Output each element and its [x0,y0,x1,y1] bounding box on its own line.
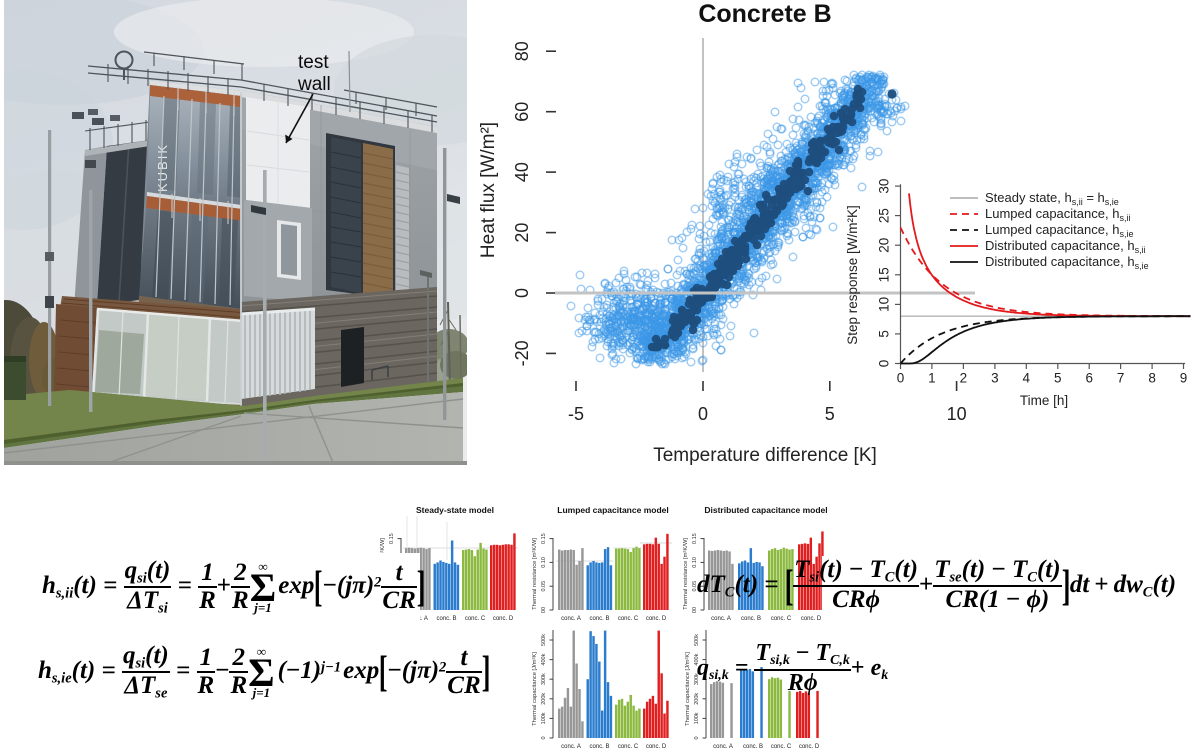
svg-text:Distributed capacitance model: Distributed capacitance model [704,505,827,515]
svg-text:80: 80 [512,41,532,61]
svg-text:100k: 100k [694,712,700,724]
svg-text:conc. C: conc. C [618,744,639,750]
svg-text:0.10: 0.10 [541,557,547,568]
svg-text:0: 0 [698,404,708,424]
svg-text:conc. B: conc. B [589,744,609,750]
svg-text:0: 0 [512,288,532,298]
svg-text:test: test [298,52,329,73]
svg-text:wall: wall [297,74,331,95]
svg-text:conc. A: conc. A [561,744,581,750]
svg-text:-5: -5 [568,404,584,424]
svg-text:conc. C: conc. C [618,616,639,622]
svg-text:Lumped capacitance model: Lumped capacitance model [557,505,668,515]
svg-text:conc. B: conc. B [743,744,763,750]
svg-text:-20: -20 [512,340,532,366]
svg-text:20: 20 [512,223,532,243]
svg-text:5: 5 [825,404,835,424]
svg-text:Thermal resistance [m²K/W]: Thermal resistance [m²K/W] [683,538,689,610]
svg-text:conc. C: conc. C [465,616,486,622]
svg-text:60: 60 [512,102,532,122]
svg-text:0.15: 0.15 [389,533,395,544]
svg-text:conc. A: conc. A [561,616,581,622]
svg-text:Temperature difference [K]: Temperature difference [K] [653,445,877,466]
svg-text:0: 0 [694,736,700,739]
svg-text:500k: 500k [541,634,547,646]
svg-text:100k: 100k [541,712,547,724]
svg-text:Thermal resistance [m²K/W]: Thermal resistance [m²K/W] [532,538,538,610]
svg-text:conc. D: conc. D [799,744,820,750]
svg-text:conc. C: conc. C [771,744,792,750]
svg-text:Heat flux [W/m²]: Heat flux [W/m²] [478,122,499,258]
svg-text:00: 00 [541,607,547,613]
svg-text:conc. B: conc. B [589,616,609,622]
svg-text:0.15: 0.15 [692,533,698,544]
svg-text:conc. D: conc. D [493,616,514,622]
svg-text:400k: 400k [541,653,547,665]
svg-text:40: 40 [512,162,532,182]
svg-text:300k: 300k [541,673,547,685]
svg-text:Thermal capacitance [J/m²K]: Thermal capacitance [J/m²K] [685,652,691,726]
svg-text:Thermal capacitance [J/m²K]: Thermal capacitance [J/m²K] [532,652,538,726]
svg-text:10: 10 [947,404,967,424]
svg-text:0: 0 [541,736,547,739]
svg-text:conc. A: conc. A [713,744,733,750]
svg-text:conc. D: conc. D [646,744,667,750]
svg-text:0.15: 0.15 [541,533,547,544]
svg-text:KUBIK: KUBIK [155,143,170,192]
svg-text:conc. C: conc. C [771,616,792,622]
svg-text:Steady-state model: Steady-state model [416,505,494,515]
svg-text:conc. D: conc. D [646,616,667,622]
svg-text:conc. A: conc. A [711,616,731,622]
svg-text:0.05: 0.05 [541,581,547,592]
svg-text:200k: 200k [541,693,547,705]
svg-text:conc. D: conc. D [801,616,822,622]
svg-text:Concrete B: Concrete B [698,0,831,28]
svg-text:conc. B: conc. B [436,616,456,622]
svg-text:conc. B: conc. B [741,616,761,622]
